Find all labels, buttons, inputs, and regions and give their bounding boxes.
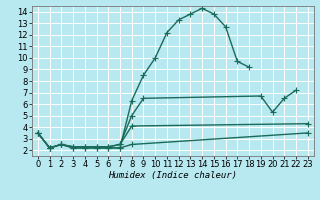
X-axis label: Humidex (Indice chaleur): Humidex (Indice chaleur) xyxy=(108,171,237,180)
